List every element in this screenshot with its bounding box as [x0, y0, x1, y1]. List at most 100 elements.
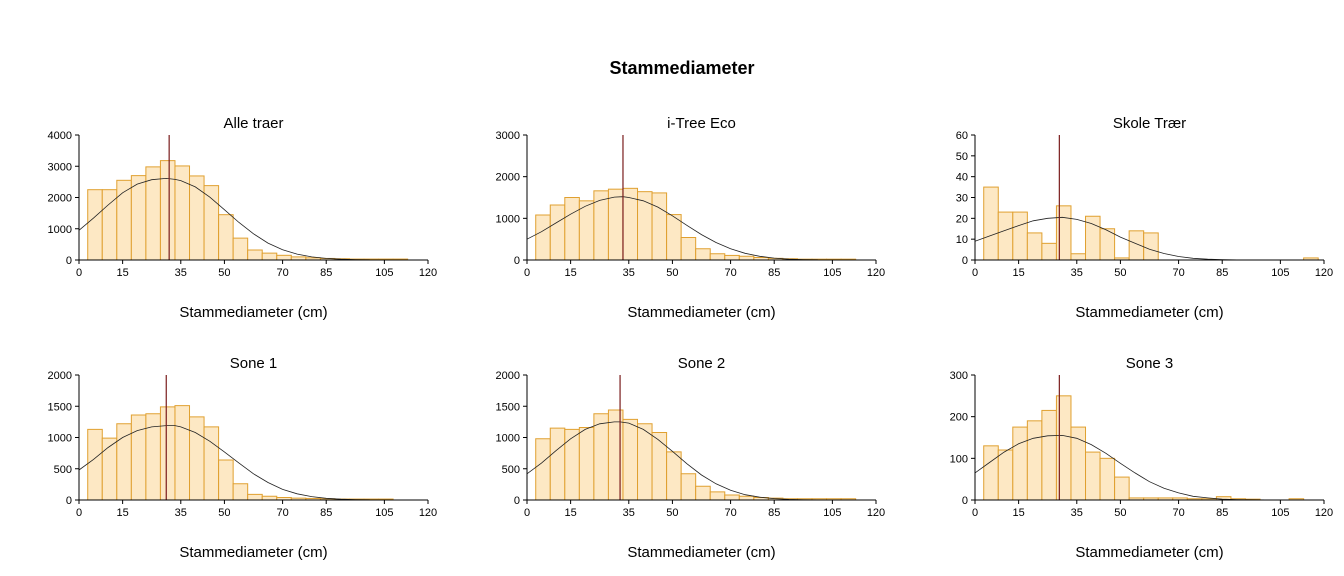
panel-title: Skole Trær: [1113, 115, 1186, 132]
histogram-bar: [564, 197, 580, 261]
histogram-bar: [651, 432, 668, 501]
histogram-bar: [535, 438, 551, 501]
panel-title: Sone 1: [230, 355, 278, 372]
normal-curve: [974, 434, 1266, 501]
histogram-bar: [738, 495, 755, 501]
histogram-bar: [1070, 426, 1087, 501]
histogram-bar: [637, 423, 653, 501]
panel-title: Alle traer: [223, 115, 283, 132]
panel-title: Sone 3: [1126, 355, 1174, 372]
histogram-bar: [130, 175, 147, 261]
histogram-bar: [203, 426, 220, 501]
y-tick-label: 0: [66, 255, 72, 267]
x-tick-label: 15: [117, 267, 129, 279]
histogram-bar: [87, 189, 103, 261]
histogram-bar: [101, 437, 118, 501]
x-tick-label: 35: [175, 507, 187, 519]
panel-title: i-Tree Eco: [667, 115, 736, 132]
histogram-bar: [1041, 409, 1057, 501]
y-tick-label: 20: [956, 213, 968, 225]
y-tick-label: 200: [950, 412, 968, 424]
histogram-bar: [1055, 395, 1072, 501]
histogram-bar: [724, 254, 740, 261]
panel-title: Sone 2: [678, 355, 726, 372]
x-axis-label: Stammediameter (cm): [627, 304, 775, 321]
histogram-bar: [1099, 457, 1116, 501]
histogram-panel: 0 500 1000 1500 2000 0 15 35 50 70 85 105 120 Sone 2 S…: [496, 355, 886, 561]
x-tick-label: 35: [623, 267, 635, 279]
x-tick-label: 70: [276, 267, 288, 279]
histogram-bar: [680, 237, 697, 261]
histogram-bar: [651, 192, 668, 261]
x-tick-label: 0: [972, 507, 978, 519]
histogram-bar: [997, 211, 1014, 261]
x-axis-label: Stammediameter (cm): [1075, 544, 1223, 561]
y-tick-label: 1000: [496, 213, 520, 225]
histogram-bar: [1026, 232, 1043, 261]
histogram-bar: [709, 491, 726, 501]
histogram-bar: [666, 451, 682, 501]
y-tick-label: 1000: [48, 433, 72, 445]
histogram-bar: [276, 254, 292, 261]
x-tick-label: 35: [623, 507, 635, 519]
x-tick-label: 15: [565, 267, 577, 279]
x-tick-label: 120: [867, 507, 885, 519]
histogram-bar: [247, 249, 263, 261]
histogram-bar: [87, 428, 103, 501]
x-tick-label: 15: [117, 507, 129, 519]
y-tick-label: 100: [950, 453, 968, 465]
y-tick-label: 0: [66, 495, 72, 507]
histogram-bar: [724, 494, 740, 501]
histogram-bar: [549, 204, 566, 261]
x-tick-label: 50: [1114, 507, 1126, 519]
y-tick-label: 0: [962, 255, 968, 267]
x-axis-label: Stammediameter (cm): [179, 544, 327, 561]
histogram-bar: [1041, 242, 1057, 261]
histogram-bar: [637, 191, 653, 261]
histogram-bar: [695, 248, 711, 261]
y-tick-label: 0: [514, 495, 520, 507]
histogram-bar: [218, 214, 234, 261]
histogram-bar: [997, 449, 1014, 501]
normal-curve: [974, 216, 1237, 261]
x-tick-label: 50: [218, 267, 230, 279]
x-tick-label: 120: [419, 507, 437, 519]
y-tick-label: 500: [502, 464, 520, 476]
x-tick-label: 0: [972, 267, 978, 279]
histogram-bar: [535, 214, 551, 261]
histogram-bar: [247, 493, 263, 501]
histogram-panel: 0 100 200 300 0 15 35 50 70 85 105 120 Sone 3 Stammed…: [950, 355, 1334, 561]
x-tick-label: 0: [76, 507, 82, 519]
x-axis-label: Stammediameter (cm): [179, 304, 327, 321]
histogram-panel: 0 1000 2000 3000 0 15 35 50 70 85 105 120 i-Tree Eco…: [496, 115, 886, 321]
x-tick-label: 120: [1315, 507, 1333, 519]
x-tick-label: 50: [666, 507, 678, 519]
histogram-bar: [159, 406, 176, 501]
histogram-bar: [549, 427, 566, 501]
histogram-panel: 0 500 1000 1500 2000 0 15 35 50 70 85 105 120 Sone 1 S…: [48, 355, 438, 561]
normal-curve: [526, 196, 818, 261]
x-tick-label: 105: [823, 507, 841, 519]
x-tick-label: 85: [768, 267, 780, 279]
histogram-bar: [189, 175, 205, 261]
histogram-bar: [1143, 232, 1159, 261]
histogram-panel: 0 1000 2000 3000 4000 0 15 35 50 70 85 105 120 Alle t…: [48, 115, 438, 321]
x-tick-label: 85: [1216, 267, 1228, 279]
histogram-bar: [578, 200, 595, 261]
histogram-bar: [593, 413, 609, 501]
normal-curve: [526, 421, 818, 501]
histogram-bar: [1070, 253, 1087, 261]
x-tick-label: 15: [1013, 267, 1025, 279]
histogram-bar: [593, 190, 609, 261]
histogram-bar: [666, 214, 682, 261]
y-tick-label: 2000: [48, 370, 72, 382]
histogram-bar: [738, 255, 755, 261]
histogram-panel: 0 10 20 30 40 50 60 0 15 35 50 70 85 105 120 Skole Trær…: [956, 115, 1333, 321]
histogram-bar: [578, 427, 595, 501]
histogram-bar: [1085, 451, 1101, 501]
y-tick-label: 1000: [48, 224, 72, 236]
y-tick-label: 10: [956, 234, 968, 246]
histogram-bar: [218, 459, 234, 501]
x-tick-label: 50: [666, 267, 678, 279]
